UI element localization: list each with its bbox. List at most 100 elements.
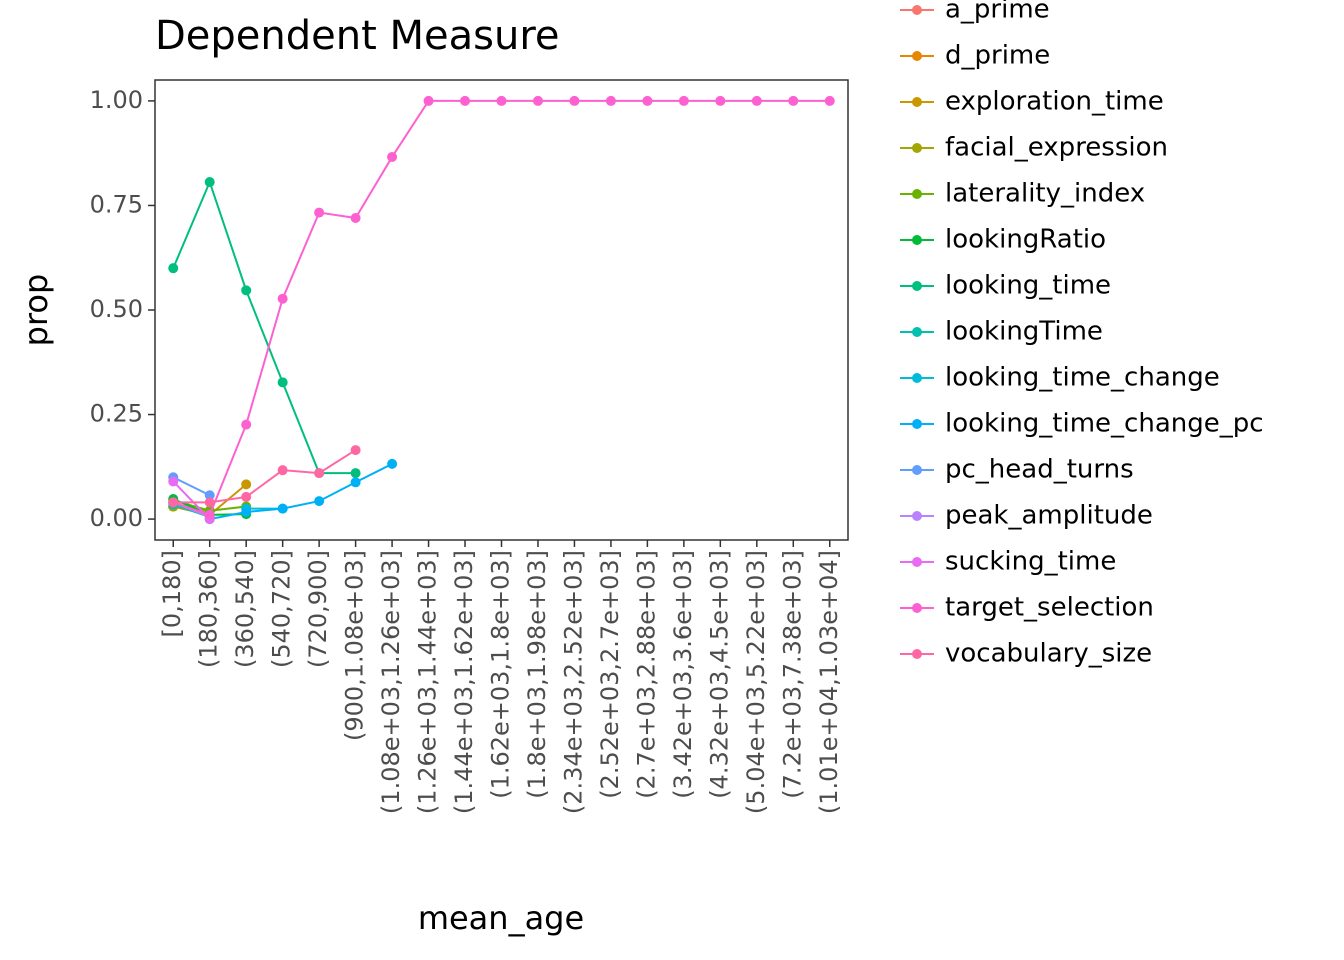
legend-label: d_prime — [945, 41, 1050, 71]
data-point — [277, 465, 288, 476]
data-point — [788, 95, 799, 106]
data-point — [168, 263, 179, 274]
data-point — [569, 95, 580, 106]
x-tick-label: (360,540] — [231, 550, 259, 668]
y-tick-label: 1.00 — [90, 86, 143, 114]
data-point — [241, 285, 252, 296]
legend-key-point — [912, 143, 922, 153]
x-tick-label: (4.32e+03,4.5e+03] — [705, 550, 733, 799]
legend-key-point — [912, 51, 922, 61]
series-line — [173, 449, 357, 504]
data-point — [350, 213, 361, 223]
series-line — [172, 179, 356, 475]
y-tick-label: 0.50 — [90, 295, 143, 323]
data-point — [277, 503, 288, 514]
legend-label: lookingRatio — [945, 225, 1106, 255]
legend-label: lookingTime — [945, 317, 1103, 347]
legend-key-point — [912, 649, 922, 659]
data-point — [350, 468, 361, 479]
data-point — [350, 445, 361, 456]
x-tick-label: (900,1.08e+03] — [341, 550, 369, 741]
series-line — [172, 99, 830, 517]
x-tick-label: (1.08e+03,1.26e+03] — [377, 550, 405, 814]
data-point — [751, 95, 762, 106]
data-point — [678, 95, 689, 106]
legend-label: laterality_index — [945, 179, 1145, 209]
data-point — [241, 506, 252, 517]
data-point — [241, 419, 252, 430]
legend-key-point — [912, 511, 922, 521]
legend-key-point — [912, 5, 922, 15]
data-point — [204, 509, 215, 520]
legend-label: pc_head_turns — [945, 455, 1134, 485]
legend-key-point — [912, 419, 922, 429]
data-point — [460, 95, 471, 106]
data-point — [314, 207, 325, 218]
legend-key-point — [912, 189, 922, 199]
data-point — [204, 490, 215, 501]
data-point — [642, 95, 653, 106]
x-tick-label: (1.62e+03,1.8e+03] — [487, 550, 515, 799]
legend-key-point — [912, 603, 922, 613]
legend-key-point — [912, 465, 922, 475]
x-axis-title: mean_age — [418, 899, 584, 937]
legend-key-point — [912, 327, 922, 337]
plot-panel — [154, 79, 849, 541]
data-point — [387, 458, 398, 469]
y-tick-label: 0.75 — [90, 190, 143, 218]
data-point — [241, 479, 252, 490]
x-tick-label: (2.7e+03,2.88e+03] — [632, 550, 660, 799]
x-tick-label: (3.42e+03,3.6e+03] — [669, 550, 697, 799]
x-tick-label: (1.44e+03,1.62e+03] — [450, 550, 478, 814]
x-tick-label: (7.2e+03,7.38e+03] — [778, 550, 806, 799]
legend-label: peak_amplitude — [945, 501, 1153, 531]
legend-label: a_prime — [945, 0, 1050, 25]
x-tick-label: (1.26e+03,1.44e+03] — [414, 550, 442, 814]
data-point — [387, 151, 398, 162]
data-point — [277, 293, 288, 304]
x-tick-label: (540,720] — [268, 550, 296, 668]
legend-label: exploration_time — [945, 87, 1164, 117]
legend-label: sucking_time — [945, 547, 1116, 577]
data-point — [168, 497, 179, 508]
data-point — [605, 95, 616, 106]
data-point — [350, 477, 361, 488]
data-point — [314, 496, 325, 507]
legend-key-point — [912, 373, 922, 383]
x-tick-label: (720,900] — [304, 550, 332, 668]
data-point — [314, 468, 325, 479]
chart-title: Dependent Measure — [155, 13, 560, 59]
legend-label: looking_time_change — [945, 363, 1220, 393]
data-point — [204, 177, 215, 188]
legend-key-point — [912, 235, 922, 245]
y-tick-label: 0.25 — [90, 400, 143, 428]
series-line — [209, 462, 393, 521]
legend-label: vocabulary_size — [945, 639, 1152, 669]
x-tick-label: (5.04e+03,5.22e+03] — [742, 550, 770, 814]
legend-key-point — [912, 97, 922, 107]
data-point — [204, 497, 215, 508]
x-tick-label: (2.52e+03,2.7e+03] — [596, 550, 624, 799]
data-point — [532, 95, 543, 106]
legend-label: facial_expression — [945, 133, 1168, 163]
legend-label: target_selection — [945, 593, 1154, 623]
data-point — [423, 95, 434, 106]
data-point — [277, 377, 288, 388]
x-tick-label: [0,180] — [158, 550, 186, 637]
x-tick-label: (180,360] — [195, 550, 223, 668]
data-point — [824, 95, 835, 106]
legend-label: looking_time_change_pc — [945, 409, 1264, 439]
data-point — [168, 476, 179, 487]
legend-key-point — [912, 557, 922, 567]
y-axis-title: prop — [17, 274, 55, 347]
series-line — [172, 476, 211, 497]
data-point — [241, 491, 252, 502]
legend-label: looking_time — [945, 271, 1111, 301]
legend-key-point — [912, 281, 922, 291]
data-point — [496, 95, 507, 106]
y-tick-label: 0.00 — [90, 504, 143, 532]
x-tick-label: (2.34e+03,2.52e+03] — [559, 550, 587, 814]
data-point — [715, 95, 726, 106]
